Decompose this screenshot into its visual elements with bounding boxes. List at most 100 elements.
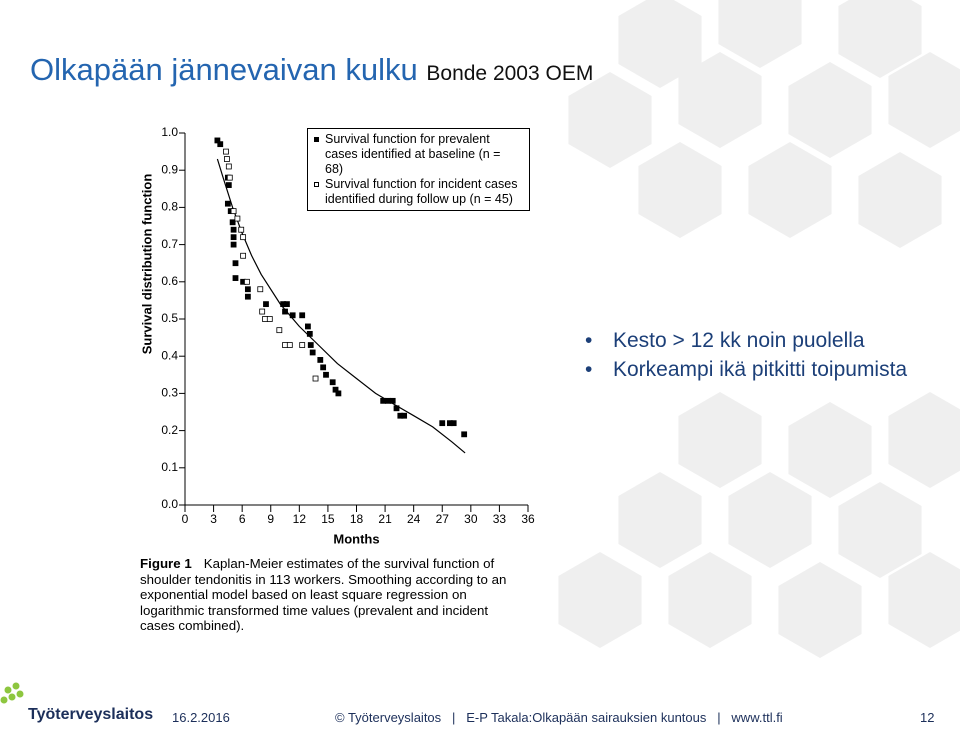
x-tick-label: 21 [378,512,392,526]
y-tick-label: 1.0 [161,125,178,139]
y-tick-label: 0.6 [161,274,178,288]
background-hexagon [838,0,922,78]
page-number: 12 [920,710,935,725]
y-tick-label: 0.7 [161,237,178,251]
data-point [401,412,408,419]
data-point [286,342,293,348]
background-hexagon [558,552,642,648]
logo-mark [16,690,24,698]
y-tick-label: 0.2 [161,423,178,437]
data-point [244,286,251,293]
x-tick-label: 3 [210,512,217,526]
data-point [299,312,306,319]
y-tick-label: 0.8 [161,200,178,214]
data-point [257,286,264,293]
data-point [232,260,239,267]
x-tick-label: 9 [267,512,274,526]
y-tick-label: 0.9 [161,162,178,176]
bullet: Korkeampi ikä pitkitti toipumista [585,355,907,384]
logo-mark [12,682,20,690]
title-main: Olkapään jännevaivan kulku [30,52,418,87]
y-tick-label: 0.4 [161,348,178,362]
bullet: Kesto > 12 kk noin puolella [585,326,907,355]
bullet-list: Kesto > 12 kk noin puolellaKorkeampi ikä… [585,326,907,384]
data-point [282,342,288,348]
data-point [320,364,327,371]
data-point [225,182,232,188]
background-hexagon [638,142,722,238]
fit-curve [216,158,466,454]
background-hexagon [778,562,862,658]
x-tick-label: 36 [521,512,535,526]
data-point [240,234,247,241]
background-hexagon [888,52,960,148]
x-axis-title: Months [333,531,379,546]
background-hexagon [668,552,752,648]
x-tick-label: 27 [436,512,450,526]
data-point [225,163,232,170]
data-point [323,371,329,378]
data-point [380,397,387,404]
background-hexagon [678,392,762,488]
x-tick-label: 24 [407,512,421,526]
data-point [282,308,288,315]
data-point [262,316,268,322]
data-point [244,293,251,300]
logo-mark [8,693,16,701]
background-hexagon [718,0,802,68]
legend-entry: Survival function for prevalent cases id… [313,132,521,177]
legend-entry: Survival function for incident cases ide… [313,177,521,207]
footer-text: © Työterveyslaitos | E-P Takala:Olkapään… [335,710,783,725]
legend-label: Survival function for incident cases ide… [325,177,518,206]
data-point [266,316,273,322]
x-tick-label: 30 [464,512,478,526]
caption-label: Figure 1 [140,556,192,571]
background-hexagon [788,402,872,498]
data-point [309,349,316,356]
data-point [385,397,391,404]
x-tick-label: 0 [182,512,189,526]
background-hexagon [748,142,832,238]
legend-marker [314,137,319,142]
data-point [389,397,396,404]
data-point [263,301,269,308]
data-point [276,327,283,334]
data-point [240,252,247,259]
background-hexagon [568,72,652,168]
data-point [223,148,229,155]
data-point [439,420,446,427]
data-point [234,215,241,222]
logo-mark [0,696,8,704]
x-tick-label: 18 [350,512,364,526]
data-point [229,219,236,226]
data-point [226,174,233,181]
data-point [217,141,224,148]
background-hexagon [618,0,702,88]
data-point [244,278,250,285]
background-hexagon [728,472,812,568]
data-point [450,420,457,427]
slide-title: Olkapään jännevaivan kulku Bonde 2003 OE… [30,52,593,88]
data-point [230,226,237,233]
background-hexagon [788,62,872,158]
data-point [317,357,324,363]
data-point [305,323,311,330]
data-point [329,379,336,386]
data-point [461,431,468,438]
background-hexagon [678,52,762,148]
data-point [393,405,400,412]
y-tick-label: 0.5 [161,311,178,325]
data-point [230,208,237,215]
y-tick-label: 0.3 [161,386,178,400]
data-point [224,156,230,162]
data-point [289,312,296,319]
background-hexagon [858,152,942,248]
logo-mark [4,686,12,694]
y-tick-label: 0.1 [161,460,178,474]
subtitle: Bonde 2003 OEM [426,62,594,85]
legend: Survival function for prevalent cases id… [307,128,530,211]
caption-text: Kaplan-Meier estimates of the survival f… [140,556,507,633]
data-point [230,241,237,248]
